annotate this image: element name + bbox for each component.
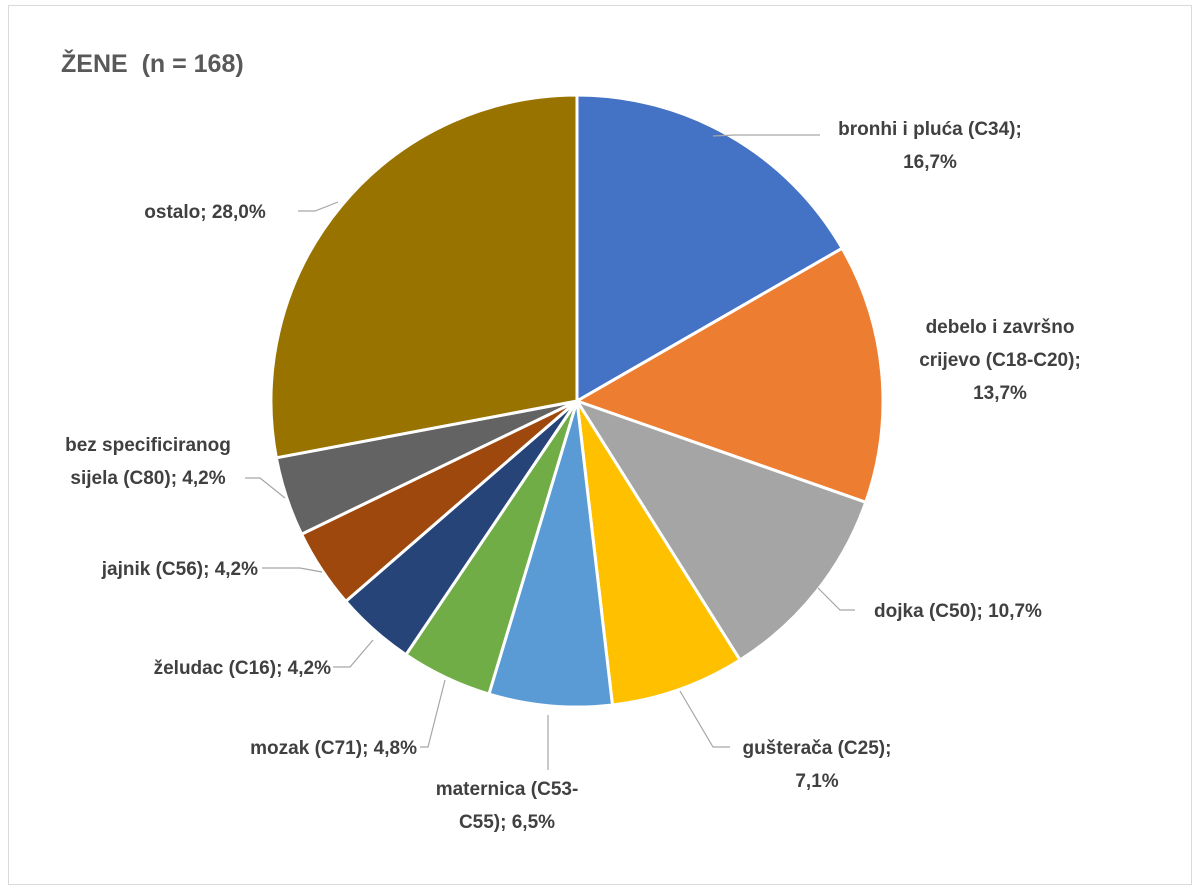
leader-line xyxy=(712,134,820,137)
data-label: dojka (C50); 10,7% xyxy=(874,601,1042,622)
pie-slice xyxy=(575,400,743,707)
data-label: mozak (C71); 4,8% xyxy=(250,738,417,759)
data-label: bronhi i pluća (C34); 16,7% xyxy=(838,119,1022,173)
leader-line xyxy=(420,679,446,748)
data-label: gušterača (C25); 7,1% xyxy=(743,738,892,792)
data-label-line: 13,7% xyxy=(973,383,1027,404)
data-label-line: dojka (C50); 10,7% xyxy=(874,601,1042,622)
data-label-line: maternica (C53- xyxy=(436,779,579,800)
data-label-line: bronhi i pluća (C34); xyxy=(838,119,1022,140)
data-label-line: sijela (C80); 4,2% xyxy=(70,468,225,489)
leader-line xyxy=(245,477,286,499)
data-label: debelo i završno crijevo (C18-C20); 13,7% xyxy=(919,317,1081,404)
data-label-line: mozak (C71); 4,8% xyxy=(250,738,417,759)
chart-title: ŽENE (n = 168) xyxy=(61,50,244,78)
leader-line xyxy=(817,587,855,611)
data-label: jajnik (C56); 4,2% xyxy=(101,559,258,580)
data-label-line: bez specificiranog xyxy=(65,435,231,456)
leader-line xyxy=(679,690,730,748)
leader-line xyxy=(298,201,339,212)
data-label: želudac (C16); 4,2% xyxy=(154,658,331,679)
data-label-line: gušterača (C25); xyxy=(743,738,892,759)
data-label-line: 7,1% xyxy=(795,771,838,792)
data-label-line: želudac (C16); 4,2% xyxy=(154,658,331,679)
data-label: bez specificiranog sijela (C80); 4,2% xyxy=(65,435,231,489)
data-label-line: ostalo; 28,0% xyxy=(144,202,266,223)
pie-slice xyxy=(575,93,845,404)
data-label-line: 16,7% xyxy=(903,152,957,173)
pie-slices xyxy=(269,93,885,709)
data-label-line: debelo i završno xyxy=(926,317,1075,338)
data-label: maternica (C53- C55); 6,5% xyxy=(436,779,579,833)
data-label-line: jajnik (C56); 4,2% xyxy=(101,559,258,580)
data-label-line: C55); 6,5% xyxy=(459,812,555,833)
pie-slice xyxy=(573,246,885,505)
pie-slice xyxy=(269,93,579,460)
data-label-line: crijevo (C18-C20); xyxy=(919,350,1081,371)
data-label: ostalo; 28,0% xyxy=(144,202,266,223)
leader-line xyxy=(333,639,374,668)
leader-line xyxy=(262,567,323,573)
pie-slice xyxy=(487,400,615,709)
data-labels: bronhi i pluća (C34); 16,7% debelo i završ… xyxy=(65,119,1081,833)
leader-lines xyxy=(245,134,855,770)
pie-slice xyxy=(573,398,868,663)
